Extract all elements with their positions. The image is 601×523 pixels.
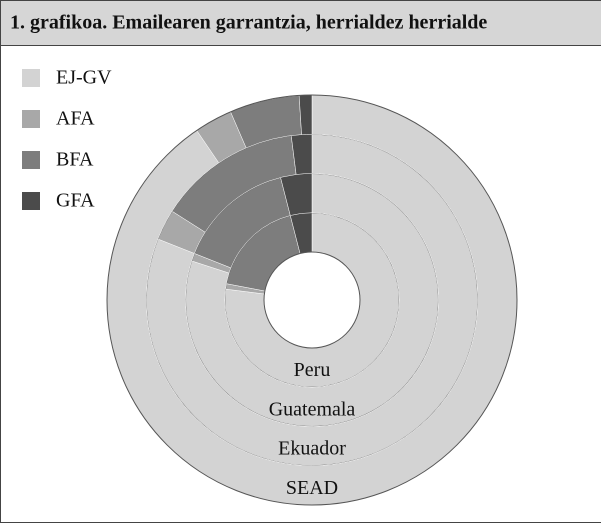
title-bar: [0, 0, 601, 46]
legend-label: AFA: [56, 108, 95, 130]
ring-label: Guatemala: [269, 398, 356, 420]
legend-label: BFA: [56, 149, 94, 171]
legend-swatch: [22, 192, 40, 210]
legend-swatch: [22, 151, 40, 169]
ring-outline: [106, 94, 518, 506]
legend-label: EJ-GV: [56, 67, 112, 89]
ring-segment: [298, 94, 313, 135]
legend-swatch: [22, 69, 40, 87]
ring-label: Ekuador: [278, 438, 346, 460]
ring-label: Peru: [294, 359, 331, 381]
ring-label: SEAD: [286, 477, 338, 499]
chart-title: 1. grafikoa. Emailearen garrantzia, herr…: [10, 12, 487, 34]
legend-label: GFA: [56, 190, 95, 212]
hole-outline: [263, 251, 361, 349]
legend-swatch: [22, 110, 40, 128]
